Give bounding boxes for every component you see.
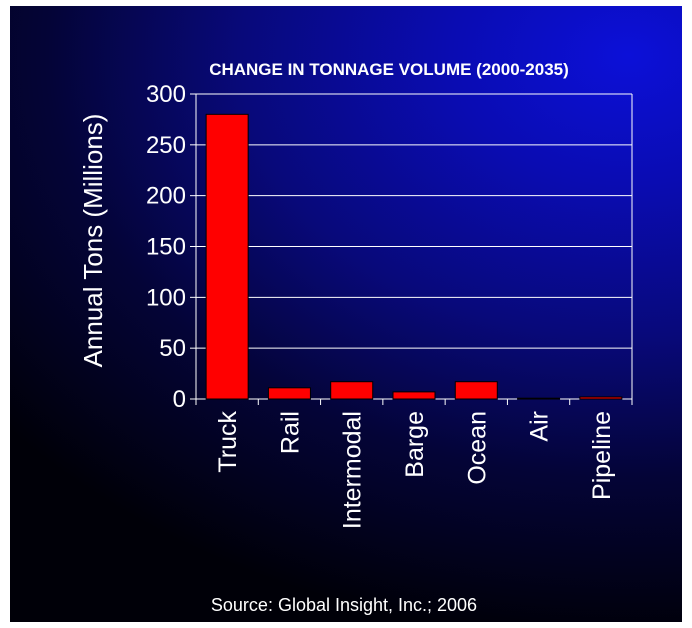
y-axis-label: Annual Tons (Millions) [78, 114, 108, 368]
category-label-intermodal: Intermodal [339, 411, 367, 529]
bar-rail [267, 387, 311, 400]
bar-intermodal [330, 381, 374, 400]
category-label-air: Air [526, 411, 554, 442]
bar-air [517, 397, 561, 400]
source-note: Source: Global Insight, Inc.; 2006 [210, 595, 478, 615]
category-label-barge: Barge [401, 411, 429, 478]
bar-pipeline [579, 396, 623, 400]
y-tick-label: 250 [146, 132, 186, 159]
bar-barge [392, 391, 436, 400]
bar-ocean [454, 381, 498, 400]
category-label-rail: Rail [276, 411, 304, 454]
category-label-pipeline: Pipeline [588, 411, 616, 500]
category-label-truck: Truck [214, 411, 242, 473]
chart-title: CHANGE IN TONNAGE VOLUME (2000-2035) [209, 60, 569, 79]
y-tick-label: 200 [146, 183, 186, 210]
bar-chart: 0 50 100 150 200 250 300 Truck Rail Intermodal Bar… [78, 81, 633, 529]
bar-truck [205, 113, 249, 400]
y-tick-label: 50 [159, 335, 186, 362]
slide-background: CHANGE IN TONNAGE VOLUME (2000-2035) 0 50… [10, 6, 682, 622]
y-tick-label: 300 [146, 81, 186, 108]
y-tick-label: 100 [146, 284, 186, 311]
y-tick-label: 0 [173, 386, 186, 413]
y-tick-label: 150 [146, 234, 186, 261]
category-label-ocean: Ocean [463, 411, 491, 485]
